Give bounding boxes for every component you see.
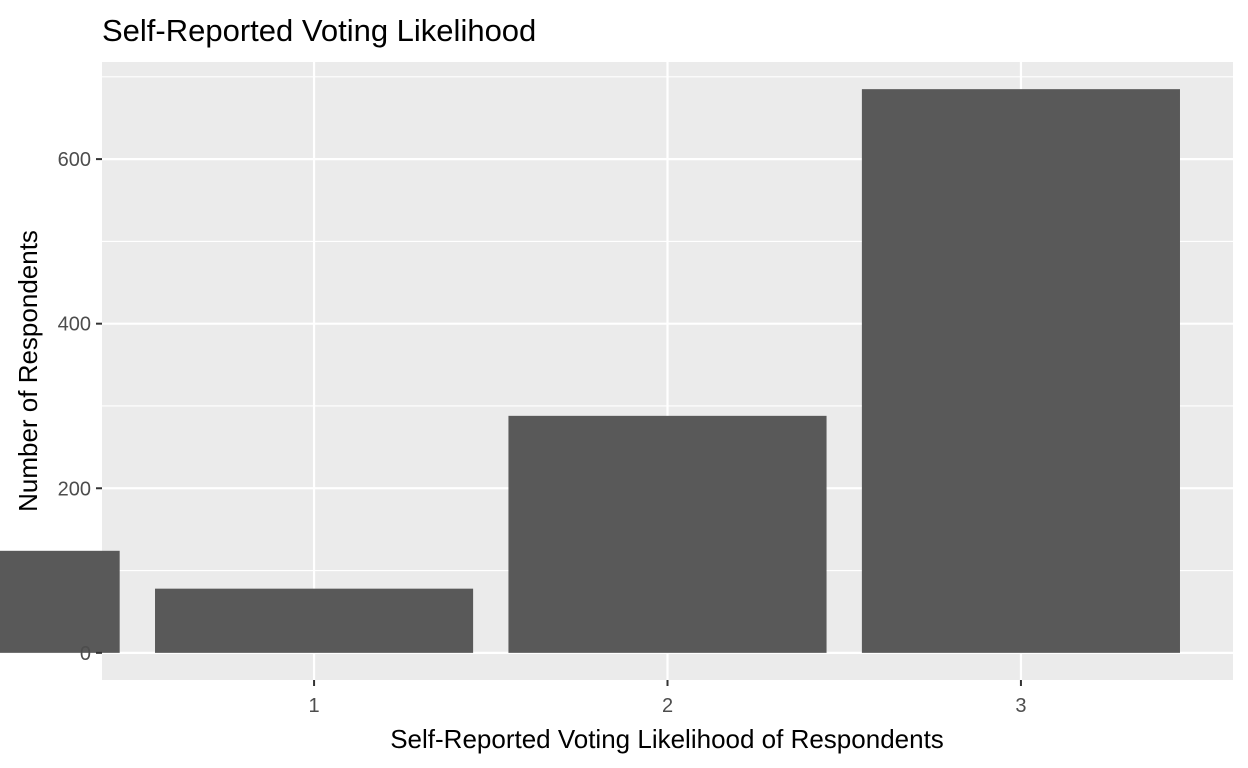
bar-2 [508,415,827,653]
bars [0,89,1180,653]
x-axis-title: Self-Reported Voting Likelihood of Respo… [390,724,944,754]
x-tick-label: 2 [662,695,673,717]
y-axis: 0 200 400 600 [58,149,102,665]
y-tick-label: 600 [58,149,91,171]
y-tick-label: 200 [58,478,91,500]
chart-title: Self-Reported Voting Likelihood [102,13,536,48]
bar-1 [155,588,474,653]
x-tick-label: 1 [309,695,320,717]
y-tick-label: 0 [80,643,91,665]
y-tick-label: 400 [58,314,91,336]
bar-3 [861,89,1180,653]
bar-0 [0,550,120,653]
y-axis-title: Number of Respondents [13,230,43,512]
x-tick-label: 3 [1015,695,1026,717]
